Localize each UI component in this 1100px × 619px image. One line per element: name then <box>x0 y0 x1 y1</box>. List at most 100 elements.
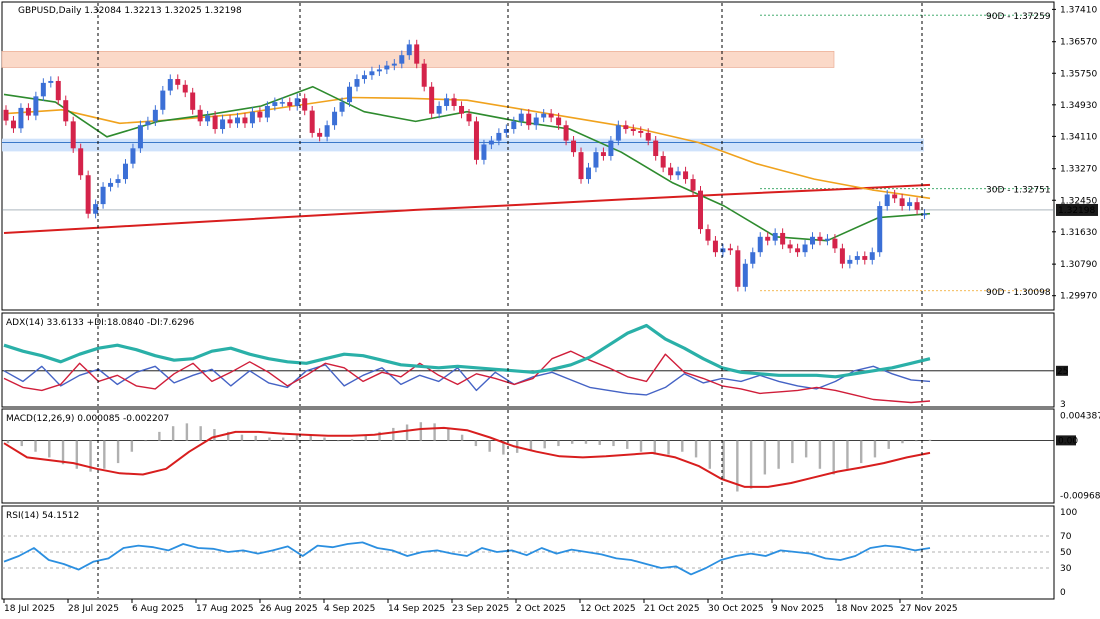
candle-body <box>197 109 203 122</box>
macd-tick-label: 0.00 <box>1058 436 1078 446</box>
macd-hist-bar <box>818 440 822 469</box>
candle-body <box>40 82 46 97</box>
candle-body <box>93 204 99 214</box>
macd-hist-bar <box>323 437 326 441</box>
macd-hist-bar <box>130 440 134 452</box>
macd-hist-bar <box>681 440 684 452</box>
macd-hist-bar <box>626 440 629 449</box>
rsi-line <box>3 541 931 576</box>
adx-panel[interactable]: 25 3 ADX(14) 33.6133 +DI:18.0840 -DI:7.62… <box>1 312 1068 410</box>
candle-body <box>772 232 778 241</box>
macd-hist-bar <box>928 439 932 441</box>
macd-hist-bar <box>791 440 794 464</box>
macd-hist-bar <box>144 440 147 442</box>
candle-body <box>279 102 285 104</box>
candle-body <box>272 102 278 106</box>
macd-hist-bar <box>667 440 670 455</box>
candle-body <box>264 105 270 118</box>
candle-body <box>877 206 883 253</box>
candle-body <box>361 75 367 80</box>
candle-body <box>720 248 726 253</box>
candle-body <box>339 102 345 112</box>
price-tick-label: 1.31630 <box>1060 228 1097 238</box>
candle-body <box>369 71 375 76</box>
time-tick-label: 28 Jul 2025 <box>68 604 119 614</box>
macd-hist-bar <box>433 423 436 441</box>
time-tick-label: 18 Jul 2025 <box>4 604 55 614</box>
macd-hist-bar <box>213 429 216 441</box>
rsi-tick-label: 70 <box>1060 532 1072 542</box>
candle-body <box>488 140 494 145</box>
macd-hist-bar <box>309 434 312 441</box>
candle-body <box>444 98 450 106</box>
macd-hist-bar <box>364 435 367 441</box>
macd-hist-bar <box>639 440 643 452</box>
adx-tick-label: 25 <box>1057 367 1068 377</box>
macd-hist-bar <box>571 440 574 444</box>
candle-body <box>55 80 61 101</box>
macd-hist-bar <box>584 440 588 444</box>
candle-body <box>727 248 733 251</box>
level-label: 30D - 1.32751 <box>986 186 1051 196</box>
candle-body <box>922 213 928 216</box>
candle-body <box>429 86 435 114</box>
macd-hist-bar <box>350 439 354 441</box>
macd-hist-bar <box>20 440 23 447</box>
macd-hist-bar <box>240 434 244 441</box>
candle-body <box>25 107 31 116</box>
price-tick-label: 1.35750 <box>1060 69 1097 79</box>
time-tick-label: 18 Nov 2025 <box>836 604 894 614</box>
candle-body <box>526 113 532 126</box>
macd-hist-bar <box>873 440 877 458</box>
macd-hist-bar <box>460 434 464 441</box>
macd-hist-bar <box>749 440 753 489</box>
candle-body <box>354 79 360 87</box>
price-tick-label: 1.32450 <box>1060 196 1097 206</box>
price-panel[interactable]: 90D - 1.37259 30D - 1.32751 90D - 1.30098 1… <box>1 0 1098 311</box>
rsi-panel-frame <box>1 505 1055 600</box>
macd-hist-bar <box>722 440 725 481</box>
candle-body <box>824 238 830 241</box>
time-tick-label: 9 Nov 2025 <box>772 604 824 614</box>
candle-body <box>212 115 218 130</box>
candle-body <box>391 63 397 66</box>
price-tick-label: 1.36570 <box>1060 38 1097 48</box>
level-label: 90D - 1.30098 <box>986 288 1051 298</box>
candle-body <box>511 121 517 130</box>
candle-body <box>608 140 614 156</box>
macd-hist-bar <box>488 440 491 452</box>
time-tick-label: 30 Oct 2025 <box>708 604 764 614</box>
time-tick-label: 12 Oct 2025 <box>580 604 636 614</box>
price-tick-label: 1.30790 <box>1060 260 1097 270</box>
candle-body <box>317 132 323 137</box>
macd-hist-bar <box>419 422 423 441</box>
macd-hist-bar <box>846 440 849 469</box>
macd-hist-bar <box>543 440 546 449</box>
candle-body <box>115 179 121 183</box>
macd-hist-bar <box>832 440 835 475</box>
candle-body <box>257 111 263 118</box>
rsi-panel[interactable]: 100 70 50 30 0 RSI(14) 54.1512 <box>1 505 1077 600</box>
candle-body <box>436 105 442 114</box>
macd-hist-bar <box>116 440 120 464</box>
candle-body <box>324 125 330 137</box>
macd-hist-bar <box>901 440 904 444</box>
macd-panel[interactable]: 0.004387 0.00 -0.009682 MACD(12,26,9) 0.00… <box>1 408 1100 504</box>
candle-body <box>3 109 9 121</box>
macd-hist-bar <box>763 440 767 475</box>
candle-body <box>765 236 771 241</box>
macd-hist-bar <box>61 440 65 465</box>
candle-body <box>712 240 718 253</box>
candle-body <box>571 140 577 153</box>
macd-hist-bar <box>804 440 808 458</box>
macd-hist-bar <box>694 440 698 458</box>
candle-body <box>85 175 91 214</box>
ma-slow-line <box>3 183 931 234</box>
rsi-tick-label: 0 <box>1060 588 1066 598</box>
macd-hist-bar <box>502 440 505 455</box>
macd-hist-bar <box>529 440 533 451</box>
candle-body <box>585 167 591 180</box>
current-price-label: 1.32198 <box>1058 206 1095 216</box>
candle-body <box>787 244 793 249</box>
